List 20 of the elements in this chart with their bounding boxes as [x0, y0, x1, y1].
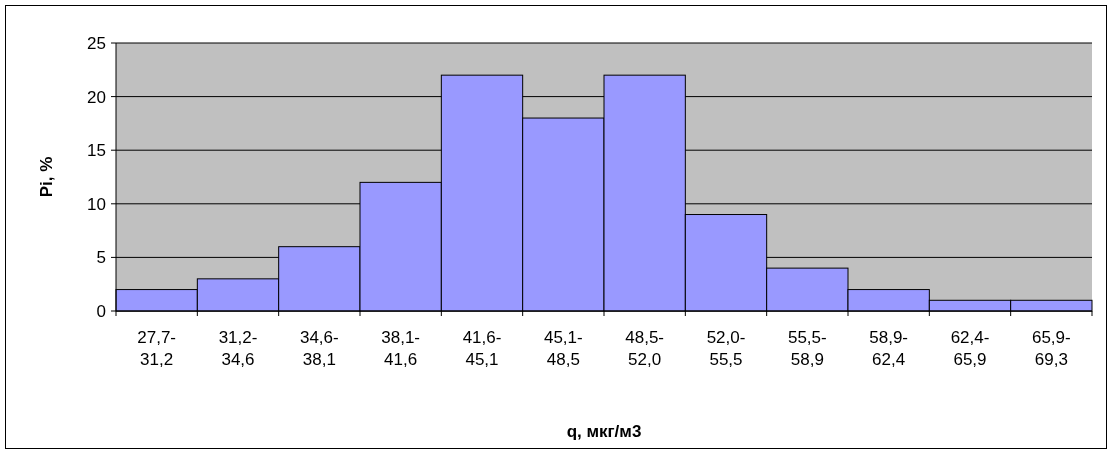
x-axis-title: q, мкг/м3: [566, 422, 642, 441]
y-axis-title: Pi, %: [37, 156, 56, 198]
y-tick-label: 25: [87, 33, 106, 53]
x-tick-label: 65,9-69,3: [1031, 328, 1071, 369]
x-tick-label: 58,9-62,4: [869, 328, 909, 369]
y-tick-label: 15: [87, 141, 106, 161]
x-tick-label: 27,7-31,2: [137, 328, 177, 369]
y-tick-label: 0: [96, 301, 106, 321]
x-tick-label: 62,4-65,9: [950, 328, 990, 369]
x-tick-label: 34,6-38,1: [299, 328, 339, 369]
x-tick-label: 41,6-45,1: [462, 328, 502, 369]
x-tick-label: 38,1-41,6: [381, 328, 421, 369]
y-tick-label: 5: [96, 248, 106, 268]
x-tick-label: 55,5-58,9: [787, 328, 827, 369]
y-tick-label: 20: [87, 87, 106, 107]
x-tick-label: 52,0-55,5: [706, 328, 746, 369]
x-tick-label: 48,5-52,0: [625, 328, 665, 369]
x-tick-label: 45,1-48,5: [543, 328, 583, 369]
x-tick-label: 31,2-34,6: [218, 328, 258, 369]
y-tick-label: 10: [87, 194, 106, 214]
